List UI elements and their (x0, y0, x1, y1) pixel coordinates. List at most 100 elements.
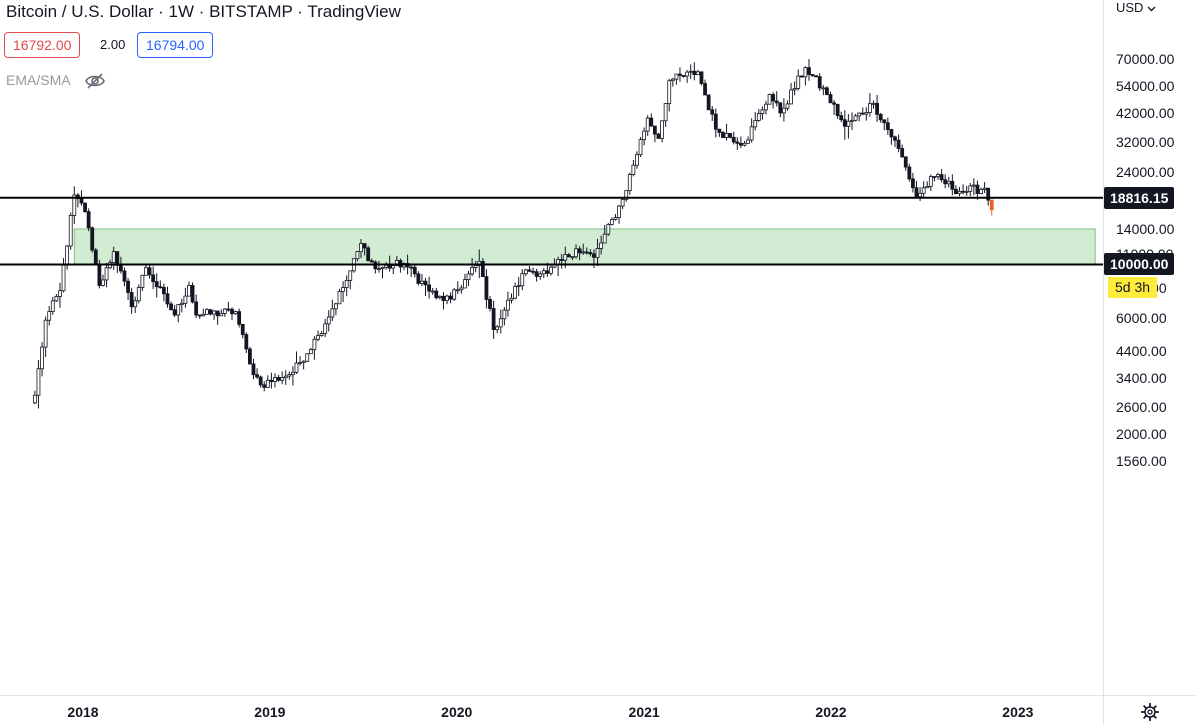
candle-body[interactable] (531, 270, 535, 273)
candle-body[interactable] (488, 299, 492, 309)
candle-body[interactable] (961, 190, 965, 193)
candle-body[interactable] (850, 119, 854, 122)
candle-body[interactable] (459, 287, 464, 291)
candle-body[interactable] (427, 284, 431, 292)
candle-body[interactable] (244, 334, 249, 350)
currency-selector[interactable]: USD (1116, 0, 1156, 16)
candle-body[interactable] (900, 148, 905, 158)
candle-body[interactable] (251, 363, 256, 376)
candle-body[interactable] (204, 309, 209, 315)
candle-body[interactable] (394, 260, 399, 266)
candle-body[interactable] (853, 115, 858, 121)
candle-body[interactable] (577, 248, 582, 254)
candle-body[interactable] (420, 280, 424, 284)
candle-body[interactable] (699, 71, 704, 84)
candle-body[interactable] (857, 112, 862, 117)
candle-body[interactable] (276, 377, 281, 381)
candle-body[interactable] (215, 310, 220, 317)
candle-body[interactable] (728, 133, 733, 138)
candle-body[interactable] (93, 249, 98, 265)
candle-body[interactable] (230, 308, 234, 315)
candle-body[interactable] (652, 125, 657, 135)
candle-body[interactable] (810, 74, 815, 77)
candle-body[interactable] (685, 71, 690, 77)
candle-body[interactable] (660, 120, 664, 139)
candle-body[interactable] (319, 333, 324, 336)
candle-body[interactable] (208, 309, 213, 315)
candle-body[interactable] (197, 314, 202, 317)
candle-body[interactable] (760, 109, 765, 114)
candle-body[interactable] (90, 227, 95, 251)
candle-body[interactable] (799, 75, 804, 78)
candle-body[interactable] (893, 136, 897, 141)
candle-body[interactable] (670, 78, 675, 82)
candle-body[interactable] (943, 179, 948, 185)
candle-body[interactable] (83, 202, 87, 213)
candle-body[interactable] (380, 266, 385, 270)
candle-body[interactable] (631, 164, 636, 175)
candle-body[interactable] (825, 87, 829, 95)
candle-body[interactable] (749, 126, 754, 141)
candle-body[interactable] (803, 67, 808, 78)
candle-body[interactable] (828, 94, 833, 104)
candle-body[interactable] (158, 286, 163, 289)
candle-body[interactable] (889, 129, 894, 138)
candle-body[interactable] (255, 374, 259, 378)
candle-body[interactable] (735, 141, 740, 144)
candle-body[interactable] (842, 119, 847, 127)
candle-body[interactable] (323, 323, 328, 334)
candle-body[interactable] (201, 313, 206, 317)
candle-body[interactable] (104, 267, 109, 281)
candle-body[interactable] (911, 178, 915, 189)
candle-body[interactable] (226, 308, 231, 311)
candle-body[interactable] (495, 326, 500, 330)
candle-body[interactable] (545, 270, 550, 274)
candle-body[interactable] (301, 360, 306, 363)
candle-body[interactable] (620, 199, 625, 207)
candle-body[interactable] (298, 362, 302, 364)
candle-body[interactable] (534, 271, 539, 277)
candle-body[interactable] (369, 260, 374, 263)
candle-body[interactable] (860, 112, 865, 115)
candle-body[interactable] (914, 187, 919, 198)
candle-body[interactable] (989, 199, 994, 211)
candle-body[interactable] (502, 309, 507, 320)
candle-body[interactable] (703, 83, 707, 96)
candle-body[interactable] (480, 260, 485, 277)
candle-body[interactable] (692, 70, 697, 76)
candle-body[interactable] (441, 295, 446, 301)
candle-body[interactable] (581, 251, 586, 254)
candle-body[interactable] (344, 280, 349, 288)
candle-body[interactable] (979, 189, 983, 195)
candle-body[interactable] (32, 394, 37, 404)
candle-body[interactable] (172, 309, 177, 316)
candle-body[interactable] (183, 295, 188, 304)
candle-body[interactable] (40, 346, 44, 370)
candle-body[interactable] (151, 274, 156, 283)
candle-body[interactable] (126, 280, 130, 293)
candle-body[interactable] (122, 270, 127, 282)
candle-body[interactable] (68, 214, 73, 247)
candle-body[interactable] (115, 251, 120, 266)
candle-body[interactable] (599, 242, 604, 249)
candle-body[interactable] (896, 139, 901, 149)
candle-body[interactable] (624, 190, 629, 200)
candle-body[interactable] (147, 267, 152, 276)
candle-body[interactable] (86, 211, 91, 229)
candle-body[interactable] (864, 112, 869, 115)
candle-body[interactable] (595, 248, 600, 258)
candle-body[interactable] (875, 102, 879, 115)
candle-body[interactable] (796, 75, 801, 89)
eye-off-icon[interactable] (84, 70, 106, 92)
candle-body[interactable] (133, 300, 138, 308)
candle-body[interactable] (280, 377, 285, 381)
candle-body[interactable] (176, 304, 181, 316)
candle-body[interactable] (746, 139, 750, 144)
candle-body[interactable] (258, 376, 263, 386)
candle-body[interactable] (212, 310, 216, 315)
candle-body[interactable] (337, 290, 342, 305)
candle-body[interactable] (269, 379, 274, 383)
candle-body[interactable] (362, 243, 367, 249)
